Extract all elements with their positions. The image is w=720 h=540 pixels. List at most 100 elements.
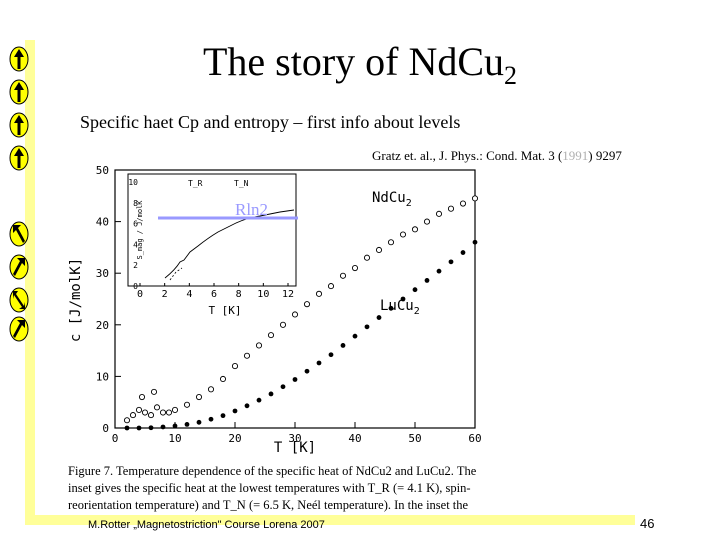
inset-dotted-curve bbox=[169, 267, 183, 281]
lucu-point bbox=[448, 259, 454, 265]
ndcu-point bbox=[471, 195, 479, 202]
inset-y-tick-label: 10 bbox=[128, 178, 138, 187]
lucu-point bbox=[424, 278, 430, 283]
ndcu-point bbox=[375, 246, 383, 254]
ndcu-series bbox=[123, 195, 479, 424]
figure-caption: Figure 7. Temperature dependence of the … bbox=[68, 464, 477, 512]
lucu-point bbox=[124, 425, 130, 431]
arrow-diagonal-icon bbox=[9, 316, 29, 342]
x-tick-label: 20 bbox=[228, 432, 241, 445]
lucu-point bbox=[472, 239, 478, 245]
inset-x-tick-label: 4 bbox=[186, 289, 192, 300]
ndcu-point bbox=[135, 406, 143, 413]
ndcu-point bbox=[243, 352, 251, 359]
ndcu-point bbox=[231, 363, 239, 370]
inset-y-tick-label: 0 bbox=[133, 282, 138, 291]
inset-x-tick-label: 0 bbox=[137, 289, 143, 300]
lucu-point bbox=[316, 360, 322, 366]
lucu-point bbox=[388, 305, 394, 311]
inset-y-label: S_mag / J/molK bbox=[136, 200, 144, 260]
ndcu-point bbox=[159, 409, 167, 416]
inset-plot: 0 2 4 6 8 10 0 2 4 6 8 10 12 T [K] S_mag / J/molK T… bbox=[127, 173, 298, 317]
lucu-point bbox=[148, 425, 154, 431]
lucu-point bbox=[460, 250, 466, 255]
inset-y-tick-label: 2 bbox=[133, 261, 138, 270]
lucu-point bbox=[256, 397, 262, 403]
inset-y-ticks: 0 2 4 6 8 10 bbox=[128, 178, 138, 291]
ndcu-point bbox=[267, 332, 275, 339]
ndcu-point bbox=[147, 412, 155, 419]
inset-y-tick-label: 4 bbox=[133, 240, 138, 249]
inset-x-tick-label: 10 bbox=[257, 289, 269, 300]
ndcu-point bbox=[351, 264, 359, 272]
lucu-point bbox=[292, 377, 298, 382]
lucu-label: LuCu2 bbox=[380, 298, 420, 317]
lucu-point bbox=[412, 287, 418, 293]
lucu-point bbox=[184, 421, 190, 427]
lucu-point bbox=[196, 419, 202, 425]
ndcu-point bbox=[207, 386, 215, 393]
ndcu-point bbox=[255, 342, 263, 349]
lucu-point bbox=[280, 384, 286, 390]
ndcu-point bbox=[165, 409, 173, 416]
ndcu-point bbox=[447, 205, 455, 212]
ndcu-point bbox=[138, 393, 146, 401]
inset-x-tick-label: 8 bbox=[236, 289, 242, 300]
arrow-up-icon bbox=[9, 145, 29, 171]
x-ticks: 0 10 20 30 40 50 60 bbox=[112, 422, 482, 445]
lucu-point bbox=[328, 352, 334, 358]
x-tick-label: 0 bbox=[112, 432, 119, 445]
x-tick-label: 10 bbox=[168, 432, 181, 445]
inset-y-tick-label: 6 bbox=[133, 220, 138, 229]
ndcu-point bbox=[219, 375, 227, 383]
ndcu-point bbox=[129, 412, 137, 419]
ndcu-point bbox=[423, 218, 431, 225]
lucu-point bbox=[232, 408, 238, 414]
x-tick-label: 60 bbox=[468, 432, 481, 445]
lucu-point bbox=[340, 343, 346, 348]
ndcu-point bbox=[399, 231, 407, 238]
arrow-diagonal-icon bbox=[9, 221, 29, 247]
inset-x-label: T [K] bbox=[208, 304, 241, 317]
y-axis-label: c [J/molK] bbox=[68, 258, 84, 342]
inset-tn-label: T_N bbox=[234, 179, 249, 188]
lucu-point bbox=[160, 424, 166, 430]
y-tick-label: 20 bbox=[96, 319, 109, 332]
inset-x-tick-label: 6 bbox=[211, 289, 217, 300]
lucu-point bbox=[376, 315, 382, 320]
ndcu-point bbox=[153, 404, 161, 411]
inset-x-tick-label: 12 bbox=[282, 289, 294, 300]
lucu-point bbox=[136, 425, 142, 431]
reference-citation: Gratz et. al., J. Phys.: Cond. Mat. 3 (1… bbox=[372, 148, 622, 163]
lucu-point bbox=[304, 368, 310, 374]
ndcu-point bbox=[303, 301, 311, 308]
ndcu-point bbox=[279, 321, 287, 328]
arrow-up-icon bbox=[9, 79, 29, 105]
ndcu-point bbox=[195, 393, 203, 401]
ndcu-point bbox=[435, 210, 443, 217]
x-tick-label: 50 bbox=[408, 432, 421, 445]
lucu-point bbox=[244, 403, 250, 409]
ndcu-point bbox=[363, 254, 371, 261]
ndcu-point bbox=[459, 200, 467, 207]
ndcu-point bbox=[123, 417, 131, 424]
arrow-diagonal-icon bbox=[9, 287, 29, 313]
y-tick-label: 40 bbox=[96, 216, 109, 229]
ndcu-point bbox=[183, 401, 191, 408]
y-ticks: 0 10 20 30 40 50 bbox=[96, 164, 121, 435]
arrow-up-icon bbox=[9, 46, 29, 72]
y-tick-label: 50 bbox=[96, 164, 109, 177]
lucu-series bbox=[124, 239, 478, 431]
ndcu-point bbox=[315, 290, 323, 297]
footer-text: M.Rotter „Magnetostriction" Course Loren… bbox=[88, 519, 325, 531]
lucu-point bbox=[172, 423, 178, 429]
x-tick-label: 30 bbox=[288, 432, 301, 445]
ndcu-point bbox=[339, 272, 347, 279]
ndcu-point bbox=[327, 283, 335, 290]
ndcu-label: NdCu2 bbox=[372, 190, 412, 209]
page-number: 46 bbox=[640, 516, 655, 531]
x-axis-label: T [K] bbox=[274, 440, 316, 456]
inset-x-ticks: 0 2 4 6 8 10 12 bbox=[137, 283, 294, 300]
y-tick-label: 10 bbox=[96, 370, 109, 383]
